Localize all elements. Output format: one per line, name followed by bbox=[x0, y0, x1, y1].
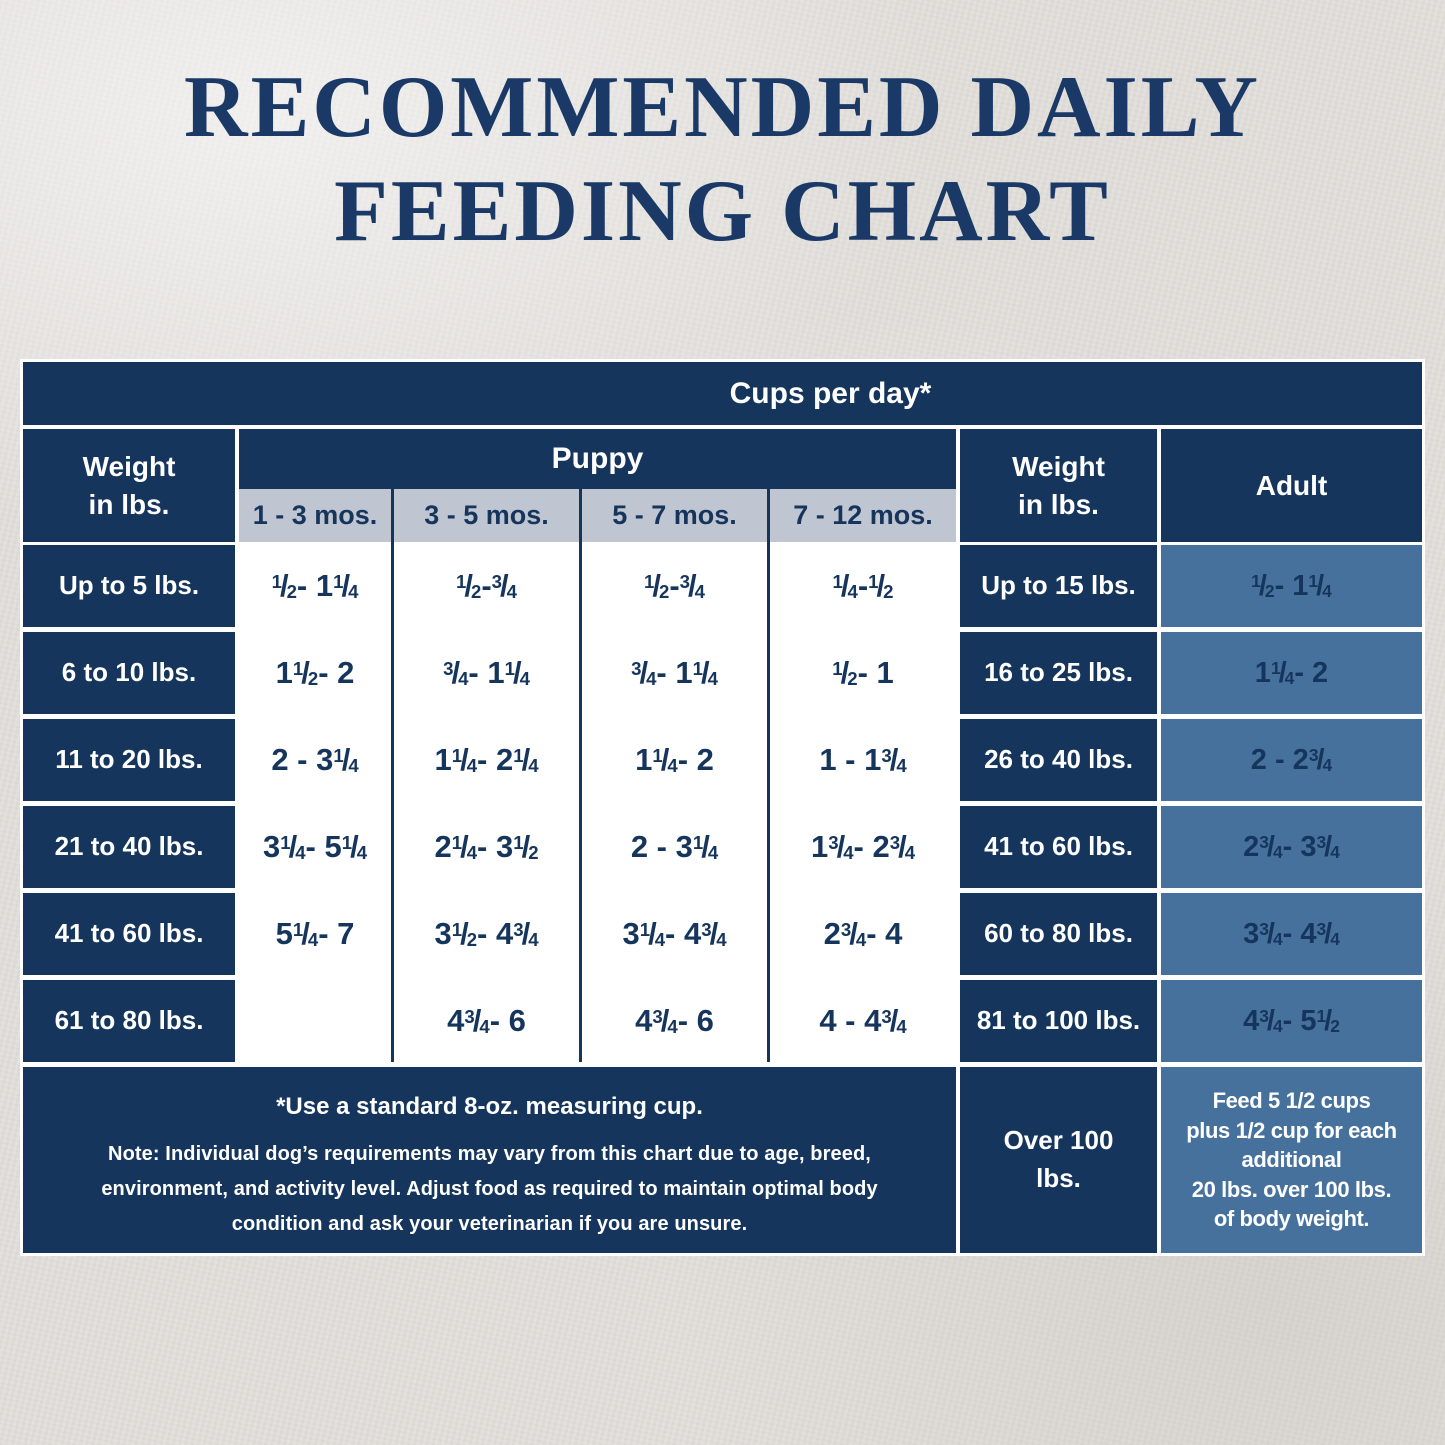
puppy-value-cell: 3 1/4 - 5 1/4 bbox=[262, 829, 368, 864]
puppy-weight-cell: 6 to 10 lbs. bbox=[23, 632, 235, 714]
adult-value-cell: 3 3/4 - 4 3/4 bbox=[1161, 893, 1422, 975]
adult-value-cell: 1/2 - 1 1/4 bbox=[1161, 545, 1422, 627]
puppy-value-cell: 5 1/4 - 7 bbox=[275, 916, 355, 951]
adult-weight-cell: 26 to 40 lbs. bbox=[960, 719, 1157, 801]
puppy-weight-cell: 41 to 60 lbs. bbox=[23, 893, 235, 975]
puppy-value-cell bbox=[239, 980, 391, 1062]
page-title: RECOMMENDED DAILY FEEDING CHART bbox=[0, 56, 1445, 264]
puppy-value-cell: 2 3/4 - 4 bbox=[823, 916, 903, 951]
puppy-value-cell: 3 1/2 - 4 3/4 bbox=[434, 916, 539, 951]
column-divider bbox=[767, 489, 770, 1062]
column-divider bbox=[391, 489, 394, 1062]
note-text: Note: Individual dog’s requirements may … bbox=[101, 1143, 878, 1235]
weight-header-right: Weight in lbs. bbox=[960, 429, 1157, 542]
adult-weight-cell: Over 100 lbs. bbox=[960, 1067, 1157, 1253]
adult-weight-cell: 60 to 80 lbs. bbox=[960, 893, 1157, 975]
adult-weight-cell: Up to 15 lbs. bbox=[960, 545, 1157, 627]
age-column-header-5-7: 5 - 7 mos. bbox=[582, 489, 767, 542]
puppy-value-cell: 2 1/4 - 3 1/2 bbox=[434, 829, 539, 864]
puppy-value-cell: 1/2 - 3/4 bbox=[456, 568, 517, 603]
age-column-header-1-3: 1 - 3 mos. bbox=[239, 489, 391, 542]
adult-header: Adult bbox=[1161, 429, 1422, 542]
puppy-value-cell: 1 3/4 - 2 3/4 bbox=[810, 829, 916, 864]
puppy-value-cell: 1 1/4 - 2 1/4 bbox=[434, 742, 539, 777]
feeding-table: Cups per day* Weight in lbs. Puppy 1 - 3… bbox=[20, 359, 1425, 1256]
feeding-table-grid: Cups per day* Weight in lbs. Puppy 1 - 3… bbox=[23, 362, 1422, 1253]
column-divider bbox=[579, 489, 582, 1062]
puppy-weight-cell: 61 to 80 lbs. bbox=[23, 980, 235, 1062]
puppy-weight-cell: 11 to 20 lbs. bbox=[23, 719, 235, 801]
puppy-value-cell: 1/2 - 1 bbox=[832, 655, 894, 690]
puppy-value-cell: 3/4 - 1 1/4 bbox=[443, 655, 530, 690]
puppy-value-cell: 1/2 - 1 1/4 bbox=[271, 568, 359, 603]
age-column-header-3-5: 3 - 5 mos. bbox=[394, 489, 579, 542]
adult-value-cell: 2 - 2 3/4 bbox=[1161, 719, 1422, 801]
puppy-value-cell: 3 1/4 - 4 3/4 bbox=[622, 916, 727, 951]
adult-value-cell: 1 1/4 - 2 bbox=[1161, 632, 1422, 714]
adult-weight-cell: 16 to 25 lbs. bbox=[960, 632, 1157, 714]
adult-value-cell: 2 3/4 - 3 3/4 bbox=[1161, 806, 1422, 888]
cups-per-day-bar: Cups per day* bbox=[23, 362, 1422, 425]
puppy-value-cell: 1 1/4 - 2 bbox=[635, 742, 714, 777]
puppy-value-cell: 4 - 4 3/4 bbox=[819, 1003, 907, 1038]
puppy-value-cell: 4 3/4 - 6 bbox=[447, 1003, 526, 1038]
puppy-weight-cell: Up to 5 lbs. bbox=[23, 545, 235, 627]
page-title-line1: RECOMMENDED DAILY bbox=[184, 59, 1261, 156]
puppy-value-cell: 3/4 - 1 1/4 bbox=[631, 655, 718, 690]
adult-value-cell: 4 3/4 - 5 1/2 bbox=[1161, 980, 1422, 1062]
puppy-value-cell: 1/2 - 3/4 bbox=[644, 568, 705, 603]
puppy-value-cell: 1/4 - 1/2 bbox=[832, 568, 894, 603]
puppy-group-header: Puppy bbox=[239, 429, 956, 489]
cups-per-day-header: Cups per day* bbox=[729, 376, 932, 410]
footnote-block: *Use a standard 8-oz. measuring cup. Not… bbox=[23, 1067, 956, 1253]
puppy-value-cell: 4 3/4 - 6 bbox=[635, 1003, 714, 1038]
age-column-header-7-12: 7 - 12 mos. bbox=[770, 489, 956, 542]
puppy-value-cell: 1 1/2 - 2 bbox=[275, 655, 355, 690]
puppy-value-cell: 2 - 3 1/4 bbox=[271, 742, 359, 777]
puppy-value-cell: 2 - 3 1/4 bbox=[630, 829, 719, 864]
adult-weight-cell: 41 to 60 lbs. bbox=[960, 806, 1157, 888]
adult-value-cell: Feed 5 1/2 cups plus 1/2 cup for each ad… bbox=[1161, 1067, 1422, 1253]
puppy-weight-cell: 21 to 40 lbs. bbox=[23, 806, 235, 888]
page-title-line2: FEEDING CHART bbox=[334, 162, 1111, 260]
measuring-cup-footnote: *Use a standard 8-oz. measuring cup. bbox=[276, 1093, 703, 1120]
weight-header-left: Weight in lbs. bbox=[23, 429, 235, 542]
adult-weight-cell: 81 to 100 lbs. bbox=[960, 980, 1157, 1062]
puppy-value-cell: 1 - 1 3/4 bbox=[819, 742, 907, 777]
